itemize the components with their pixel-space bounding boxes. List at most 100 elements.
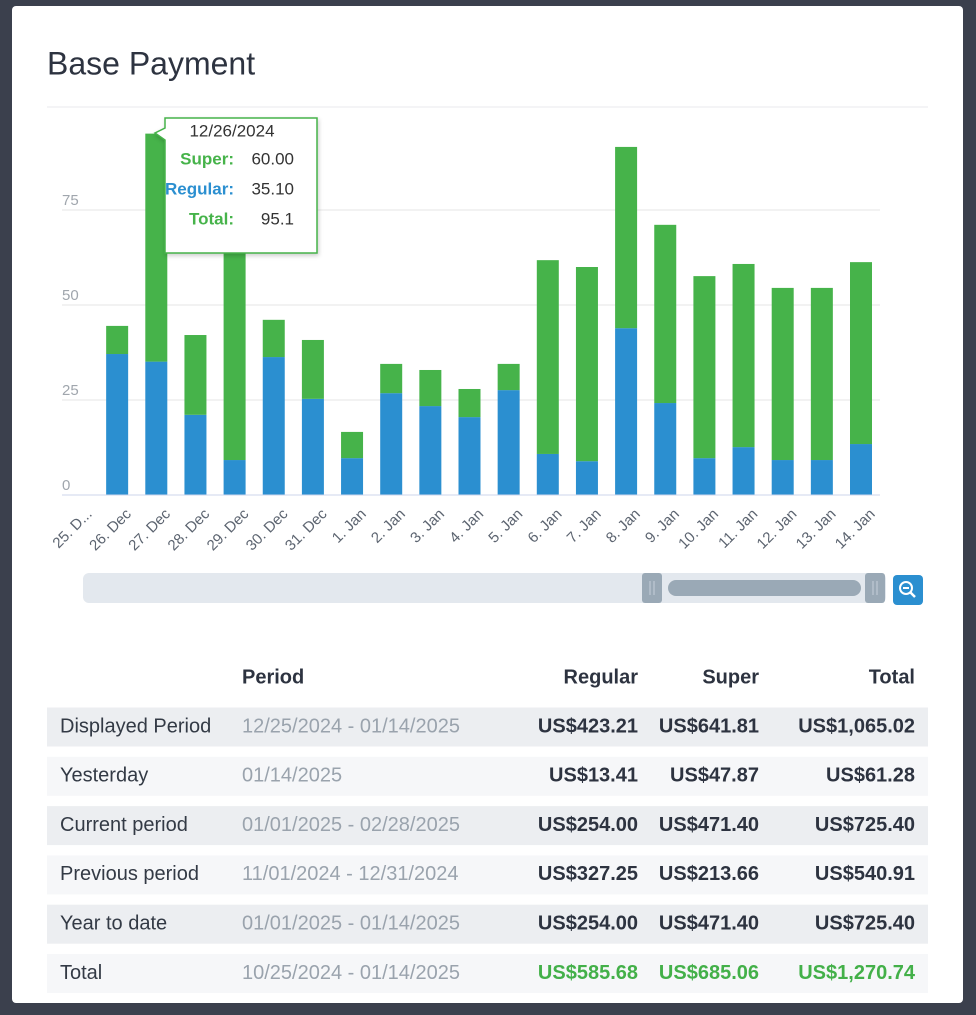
table-cell: US$725.40	[815, 912, 915, 934]
tooltip-label: Regular:	[165, 179, 234, 198]
table-cell: Current period	[60, 814, 188, 836]
table-row	[47, 756, 928, 796]
table-cell: US$471.40	[659, 814, 759, 836]
bar-segment	[732, 263, 755, 448]
table-cell: US$61.28	[826, 765, 915, 787]
table-cell: 12/25/2024 - 01/14/2025	[242, 715, 460, 737]
bar-segment	[536, 453, 559, 495]
bar-segment	[262, 319, 285, 358]
table-cell: US$213.66	[659, 863, 759, 885]
table-cell: Yesterday	[60, 765, 148, 787]
table-cell: US$540.91	[815, 863, 915, 885]
y-tick-label: 0	[62, 477, 70, 494]
bar-segment	[497, 363, 520, 391]
tooltip-box	[153, 117, 318, 254]
card	[12, 6, 963, 1003]
table-row	[47, 806, 928, 846]
table-cell: Previous period	[60, 863, 199, 885]
bar-segment	[184, 414, 207, 495]
table-cell: US$423.21	[538, 715, 638, 737]
y-tick-label: 50	[62, 287, 79, 304]
navigator-handle[interactable]	[865, 573, 885, 603]
bar-segment	[262, 357, 285, 495]
table-cell: US$725.40	[815, 814, 915, 836]
bar-segment	[536, 260, 559, 454]
table-row	[47, 855, 928, 895]
bar-segment	[497, 390, 520, 495]
bar-segment	[771, 460, 794, 495]
zoom-out-button[interactable]	[893, 575, 923, 605]
tooltip-value: 35.10	[251, 179, 294, 198]
bar-segment	[184, 335, 207, 415]
table-cell: US$471.40	[659, 912, 759, 934]
bar-segment	[145, 133, 168, 362]
tooltip: 12/26/2024	[153, 117, 318, 254]
y-tick-label: 25	[62, 382, 79, 399]
table-header: Super	[702, 666, 759, 688]
bar-segment	[301, 339, 324, 399]
bar-segment	[732, 447, 755, 495]
table-row	[47, 954, 928, 993]
bar-segment	[419, 406, 442, 495]
table-cell: Year to date	[60, 912, 167, 934]
table-cell: US$641.81	[659, 715, 759, 737]
table-cell: US$254.00	[538, 814, 638, 836]
bar-segment	[380, 393, 403, 495]
bar-segment	[223, 460, 246, 495]
bar-segment	[615, 146, 638, 329]
bar-segment	[615, 328, 638, 495]
navigator[interactable]	[83, 573, 886, 603]
bar-segment	[458, 388, 481, 418]
bar-segment	[575, 267, 598, 462]
table-header: Regular	[564, 666, 639, 688]
table-cell: Total	[60, 962, 102, 984]
tooltip-date: 12/26/2024	[189, 121, 274, 140]
table-header: Total	[869, 666, 915, 688]
bar-segment	[810, 460, 833, 495]
table-cell: 01/01/2025 - 02/28/2025	[242, 814, 460, 836]
bar-segment	[301, 398, 324, 495]
table-header: Period	[242, 666, 304, 688]
zoom-icon	[899, 581, 913, 595]
tooltip-value: 95.1	[261, 209, 294, 228]
tooltip-label: Super:	[180, 149, 234, 168]
bar-segment	[145, 361, 168, 495]
table-cell: US$47.87	[670, 765, 759, 787]
table-row	[47, 904, 928, 944]
bar-segment	[771, 287, 794, 461]
bar-segment	[850, 262, 872, 445]
table-cell: 11/01/2024 - 12/31/2024	[242, 863, 458, 885]
bar-segment	[850, 444, 872, 495]
bar-segment	[575, 461, 598, 495]
navigator-handle[interactable]	[642, 573, 662, 603]
bar-segment	[106, 325, 129, 355]
tooltip-value: 60.00	[251, 149, 294, 168]
table-cell: 01/01/2025 - 01/14/2025	[242, 912, 460, 934]
y-tick-label: 75	[62, 192, 79, 209]
bar-segment	[810, 287, 833, 461]
bar-segment	[341, 458, 364, 495]
bar-segment	[693, 276, 716, 459]
table-cell: US$1,270.74	[798, 962, 916, 984]
table-cell: 10/25/2024 - 01/14/2025	[242, 962, 460, 984]
navigator-thumb[interactable]	[668, 580, 861, 596]
table-row	[47, 707, 928, 747]
table-cell: Displayed Period	[60, 715, 211, 737]
bar-segment	[106, 354, 129, 495]
table-cell: 01/14/2025	[242, 765, 342, 787]
bar-segment	[458, 417, 481, 495]
zoom-icon	[909, 591, 916, 598]
bar-segment	[654, 224, 677, 404]
table-cell: US$254.00	[538, 912, 638, 934]
table-cell: US$327.25	[538, 863, 638, 885]
widget-title: Base Payment	[47, 45, 255, 81]
table-cell: US$685.06	[659, 962, 759, 984]
zoom-button-bg[interactable]	[893, 575, 923, 605]
bar-segment	[380, 363, 403, 394]
table-cell: US$1,065.02	[798, 715, 915, 737]
table-cell: US$13.41	[549, 765, 638, 787]
bar-segment	[693, 458, 716, 495]
bar-segment	[223, 240, 246, 461]
tooltip-label: Total:	[189, 209, 234, 228]
